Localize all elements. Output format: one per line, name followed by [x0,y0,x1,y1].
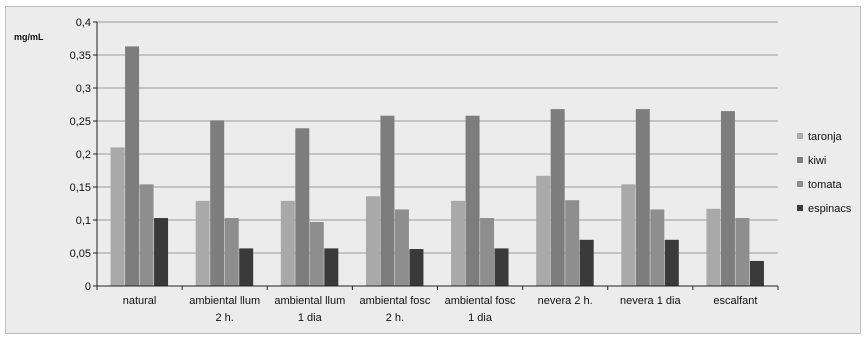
bar-taronja [536,175,551,286]
y-tick-label: 0,4 [76,17,91,29]
x-category-label: nevera 1 dia [620,295,681,307]
y-tick-label: 0 [85,281,91,293]
y-axis-label: mg/mL [14,32,44,42]
bar-kiwi [125,46,140,286]
y-tick-label: 0,25 [70,116,91,128]
y-tick-label: 0,05 [70,248,91,260]
bar-espinacs [494,248,509,286]
x-category-label: 2 h. [386,312,404,324]
bar-kiwi [465,115,480,286]
bars [110,46,764,287]
legend-swatch [797,133,803,139]
x-category-label: natural [123,295,157,307]
bar-taronja [195,200,210,286]
bar-espinacs [579,239,594,286]
bar-taronja [110,147,125,286]
bar-tomata [394,209,409,286]
bar-espinacs [154,218,169,286]
y-tick-label: 0,1 [76,215,91,227]
x-category-label: ambiental fosc [445,295,516,307]
bar-espinacs [324,248,339,286]
bar-tomata [139,184,154,286]
bar-kiwi [635,109,650,287]
legend-label: tomata [808,179,843,191]
bar-kiwi [720,111,735,286]
x-category-label: escalfant [713,295,757,307]
legend-label: espinacs [808,203,852,215]
bar-tomata [309,221,324,286]
bar-espinacs [409,249,424,286]
legend: taronja kiwi tomata espinacs [797,131,852,215]
bar-taronja [365,196,380,286]
y-tick-label: 0,35 [70,50,91,62]
legend-label: taronja [808,131,843,143]
legend-swatch [797,181,803,187]
bar-espinacs [239,248,254,286]
legend-label: kiwi [808,155,826,167]
bar-kiwi [550,109,565,287]
x-category-label: 1 dia [468,312,493,324]
bar-kiwi [210,120,225,286]
bar-kiwi [380,115,395,286]
bar-tomata [650,209,665,286]
legend-swatch [797,157,803,163]
y-tick-label: 0,2 [76,149,91,161]
x-category-labels: natural ambiental llum 2 h. ambiental llum 1… [96,286,779,324]
y-tick-labels: 0 0,05 0,1 0,15 0,2 0,25 0,3 0,35 0,4 [70,17,91,293]
x-category-label: ambiental llum [189,295,260,307]
legend-swatch [797,205,803,211]
x-category-label: ambiental fosc [359,295,430,307]
y-tick-label: 0,3 [76,83,91,95]
bar-tomata [480,218,495,286]
bar-taronja [280,200,295,286]
x-category-label: 1 dia [298,312,323,324]
bar-taronja [706,208,721,286]
bar-espinacs [749,260,764,286]
bar-tomata [224,218,239,286]
bar-taronja [621,184,636,286]
x-category-label: 2 h. [216,312,234,324]
y-tick-label: 0,15 [70,182,91,194]
bar-kiwi [295,128,310,286]
bar-espinacs [664,239,679,286]
x-category-label: ambiental llum [274,295,345,307]
bar-tomata [735,218,750,286]
bar-taronja [451,200,466,286]
x-category-label: nevera 2 h. [538,295,593,307]
bar-tomata [565,200,580,286]
